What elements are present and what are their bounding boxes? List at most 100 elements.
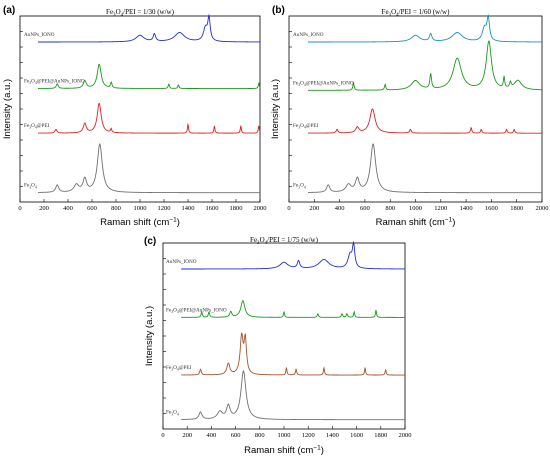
series-label-1-post: @PEI@AuNPs_IONO: [37, 79, 85, 85]
series-label-2-post: @PEI: [179, 365, 192, 371]
x-tick-label: 0: [18, 205, 21, 212]
y-axis-title: Intensity (a.u.): [2, 79, 13, 139]
x-tick-label: 800: [111, 205, 121, 212]
x-tick-label: 0: [161, 432, 164, 439]
series-line-0: [181, 240, 405, 270]
x-tick-label: 1000: [409, 205, 422, 212]
x-tick-label: 2000: [254, 205, 267, 212]
panel-title-mid: O: [391, 8, 396, 16]
x-tick-label: 1400: [326, 432, 339, 439]
x-tick-label: 200: [39, 205, 49, 212]
series-label-2-sub2: 4: [35, 126, 37, 130]
x-tick-label: 2000: [536, 205, 549, 212]
series-label-3-mid: O: [31, 183, 35, 189]
panel-title-mid: O: [260, 236, 265, 244]
panel-title-sub1: 3: [257, 240, 260, 246]
panel-title-sub1: 3: [113, 12, 116, 18]
x-tick-label: 1200: [158, 205, 171, 212]
series-label-3-mid: O: [173, 410, 177, 416]
series-label-1-mid: O: [300, 80, 304, 86]
series-label-2-sub1: 3: [298, 126, 300, 130]
x-axis-title: Raman shift (cm−1): [376, 217, 456, 229]
series-label-2-pre: Fe: [24, 123, 30, 129]
series-label-1-post: @PEI@AuNPs_IONO: [179, 307, 227, 313]
series-label-3: Fe3O4: [24, 183, 37, 190]
series-label-0-pre: AuNPs_IONO: [166, 259, 197, 265]
x-tick-label: 1000: [278, 432, 291, 439]
series-label-3: Fe3O4: [293, 183, 306, 190]
y-axis-title: Intensity (a.u.): [144, 306, 155, 366]
series-label-2: Fe3O4@PEI: [24, 123, 50, 130]
series-label-2-mid: O: [31, 123, 35, 129]
series-label-2-sub2: 4: [304, 126, 306, 130]
series-line-3: [37, 142, 260, 194]
x-tick-label: 800: [255, 432, 265, 439]
panel-1: 0 200 400 600 800 1000 1200 1400 1600 1800 2000 AuN…: [270, 5, 549, 228]
series-label-1-pre: Fe: [293, 80, 299, 86]
series-label-1-sub1: 3: [29, 81, 31, 85]
panel-title-pre: Fe: [106, 8, 113, 16]
x-tick-label: 200: [309, 205, 319, 212]
panel-title-sub1: 3: [389, 12, 392, 18]
series-label-3-sub1: 3: [29, 185, 31, 189]
series-label-0-pre: AuNPs_IONO: [293, 32, 324, 38]
panel-letter: (a): [3, 5, 15, 16]
series-label-1-sub1: 3: [298, 83, 300, 87]
series-label-3-sub1: 3: [298, 185, 300, 189]
series-label-3-sub2: 4: [304, 185, 306, 189]
series-label-3-pre: Fe: [293, 183, 299, 189]
series-label-0: AuNPs_IONO: [293, 32, 324, 38]
x-tick-label: 1400: [460, 205, 473, 212]
series-line-3: [181, 369, 405, 421]
series-label-2-pre: Fe: [293, 123, 299, 129]
x-tick-label: 200: [182, 432, 192, 439]
series-label-1: Fe3O4@PEI@AuNPs_IONO: [293, 80, 354, 87]
panel-title-mid: O: [116, 8, 121, 16]
series-label-1-sub1: 3: [171, 310, 173, 314]
panel-title: Fe3O4/PEI = 1/30 (w/w): [106, 8, 175, 18]
x-axis-title-sup: −1: [313, 445, 321, 452]
x-tick-label: 1600: [206, 205, 219, 212]
panel-letter: (b): [272, 5, 285, 16]
panel-title-pre: Fe: [250, 236, 257, 244]
series-label-3: Fe3O4: [166, 410, 179, 417]
series-line-0: [307, 13, 542, 43]
series-label-1: Fe3O4@PEI@AuNPs_IONO: [166, 307, 227, 314]
x-tick-label: 2000: [399, 432, 412, 439]
x-tick-label: 1200: [434, 205, 447, 212]
series-line-2: [307, 108, 542, 134]
series-label-0-pre: AuNPs_IONO: [24, 32, 55, 38]
series-label-1-sub2: 4: [304, 83, 306, 87]
series-label-0: AuNPs_IONO: [24, 32, 55, 38]
series-label-2-post: @PEI: [37, 123, 50, 129]
panel-title-sub2: 4: [265, 240, 268, 246]
x-axis-title-main: Raman shift (cm: [376, 217, 445, 228]
panel-title: Fe3O4/PEI = 1/75 (w/w): [250, 236, 319, 246]
series-label-2-mid: O: [300, 123, 304, 129]
series-line-1: [181, 300, 405, 318]
plot-frame: [288, 15, 543, 203]
x-tick-label: 600: [360, 205, 370, 212]
x-tick-label: 400: [63, 205, 73, 212]
panel-title: Fe3O4/PEI = 1/60 (w/w): [382, 8, 451, 18]
x-tick-label: 0: [287, 205, 290, 212]
series-label-2-pre: Fe: [166, 365, 172, 371]
x-axis-title-close: ): [452, 217, 455, 228]
series-label-3-pre: Fe: [166, 410, 172, 416]
x-tick-label: 400: [335, 205, 345, 212]
panel-0: 0 200 400 600 800 1000 1200 1400 1600 1800 2000 AuN…: [2, 5, 267, 228]
series-label-2-sub1: 3: [29, 126, 31, 130]
x-tick-label: 600: [87, 205, 97, 212]
series-label-3-mid: O: [300, 183, 304, 189]
plot-frame: [162, 242, 406, 430]
series-label-2: Fe3O4@PEI: [166, 365, 192, 372]
series-line-1: [307, 40, 543, 91]
series-label-2-post: @PEI: [306, 123, 319, 129]
series-line-3: [307, 142, 542, 194]
series-label-2: Fe3O4@PEI: [293, 123, 319, 130]
series-label-3-sub1: 3: [171, 412, 173, 416]
panel-title-sub2: 4: [121, 12, 124, 18]
x-axis-title-main: Raman shift (cm: [100, 217, 169, 228]
series-label-1-post: @PEI@AuNPs_IONO: [306, 80, 354, 86]
x-tick-label: 800: [385, 205, 395, 212]
